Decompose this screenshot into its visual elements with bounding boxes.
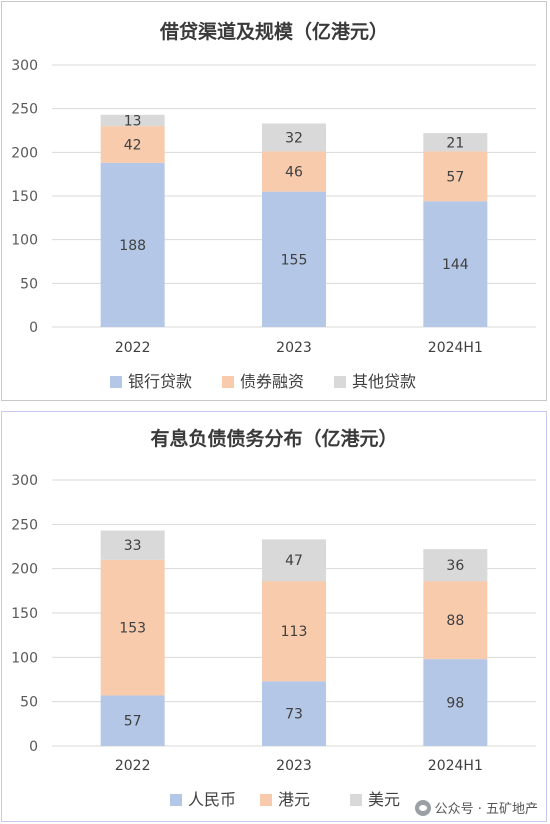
y-tick-label: 50 [20, 695, 38, 711]
legend-swatch [334, 376, 346, 388]
y-tick-label: 0 [29, 739, 38, 755]
x-category-label: 2024H1 [428, 340, 483, 356]
bar-segment [262, 191, 326, 327]
data-label: 188 [119, 238, 146, 254]
y-tick-label: 0 [29, 320, 38, 336]
y-tick-label: 150 [11, 189, 38, 205]
data-label: 42 [124, 137, 142, 153]
y-tick-label: 300 [11, 58, 38, 74]
bar-segment [262, 151, 326, 192]
bar-segment [100, 162, 165, 327]
legend-swatch [170, 794, 182, 806]
data-label: 153 [119, 621, 146, 637]
data-label: 57 [446, 169, 464, 185]
chart-title: 借贷渠道及规模（亿港元） [159, 20, 388, 43]
y-tick-label: 200 [11, 145, 38, 161]
bar-segment [423, 133, 488, 152]
x-category-label: 2022 [115, 340, 151, 356]
y-tick-label: 200 [11, 562, 38, 578]
wechat-icon [414, 799, 431, 816]
y-tick-label: 250 [11, 517, 38, 533]
bar-segment [423, 659, 488, 746]
bar-segment [423, 581, 488, 660]
bar-segment [423, 201, 488, 327]
data-label: 155 [281, 252, 308, 268]
y-tick-label: 250 [11, 102, 38, 118]
chart-debt-distribution: 有息负债债务分布（亿港元） 0 50 100 150 200 250 300 57 153 33 20… [11, 427, 536, 809]
data-label: 32 [285, 130, 303, 146]
data-label: 47 [285, 553, 303, 569]
chart-financing-channels: 借贷渠道及规模（亿港元） 0 50 100 150 200 250 300 188 42 13 202… [11, 20, 536, 391]
watermark: 公众号 · 五矿地产 [410, 797, 542, 818]
data-label: 13 [124, 113, 142, 129]
bar-segment [423, 151, 488, 202]
y-tick-label: 100 [11, 233, 38, 249]
x-category-label: 2024H1 [428, 758, 483, 774]
chart-panel-financing-channels: 借贷渠道及规模（亿港元） 0 50 100 150 200 250 300 188 42 13 202… [1, 1, 547, 401]
chart-panel-debt-distribution: 有息负债债务分布（亿港元） 0 50 100 150 200 250 300 57 153 33 20… [1, 411, 547, 822]
x-category-label: 2023 [276, 340, 312, 356]
bar-segment [262, 681, 326, 746]
legend-swatch [222, 376, 234, 388]
legend-entry: 银行贷款 [128, 372, 192, 391]
data-label: 113 [281, 624, 308, 640]
bar-segment [100, 530, 165, 560]
data-label: 73 [285, 707, 303, 723]
bar-segment [100, 114, 165, 127]
legend-swatch [110, 376, 122, 388]
data-label: 33 [124, 538, 142, 554]
x-category-label: 2023 [276, 758, 312, 774]
bar-segment [423, 549, 488, 582]
bar-segment [262, 581, 326, 682]
bar-segment [262, 539, 326, 582]
data-label: 98 [446, 696, 464, 712]
y-tick-label: 100 [11, 650, 38, 666]
bar-segment [262, 123, 326, 152]
watermark-text: 公众号 · 五矿地产 [434, 802, 538, 817]
bar-segment [100, 695, 165, 746]
legend-entry: 美元 [368, 790, 400, 809]
data-label: 36 [446, 558, 464, 574]
legend-swatch [350, 794, 362, 806]
bar-segment [100, 126, 165, 163]
legend-entry: 其他贷款 [352, 372, 416, 391]
data-label: 88 [446, 613, 464, 629]
legend-entry: 债券融资 [240, 372, 304, 391]
y-tick-label: 150 [11, 606, 38, 622]
data-label: 46 [285, 165, 303, 181]
x-category-label: 2022 [115, 758, 151, 774]
legend-entry: 人民币 [188, 790, 236, 809]
bar-segment [100, 559, 165, 696]
data-label: 21 [446, 135, 464, 151]
data-label: 57 [124, 714, 142, 730]
legend-entry: 港元 [278, 790, 310, 809]
data-label: 144 [442, 257, 469, 273]
chart-title: 有息负债债务分布（亿港元） [150, 427, 397, 450]
legend-swatch [260, 794, 272, 806]
y-tick-label: 50 [20, 276, 38, 292]
y-tick-label: 300 [11, 473, 38, 489]
